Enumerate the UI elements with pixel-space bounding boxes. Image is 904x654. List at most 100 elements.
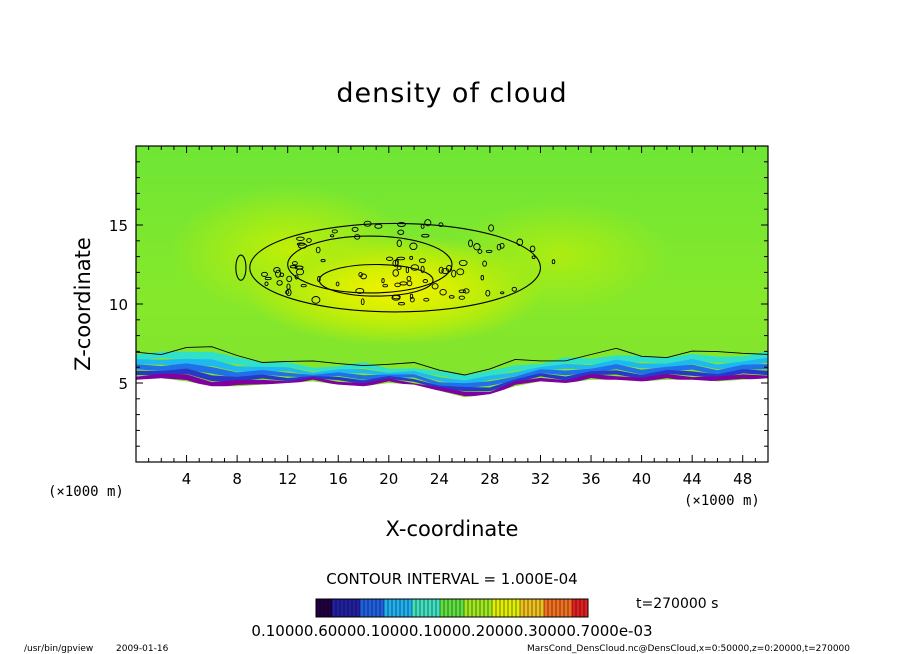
colorbar-cell bbox=[580, 599, 584, 617]
contour-loop bbox=[485, 249, 493, 253]
contour-loop bbox=[458, 259, 468, 267]
colorbar-cell bbox=[460, 599, 464, 617]
x-tick-label: 12 bbox=[278, 470, 297, 488]
contour-loop bbox=[392, 269, 399, 277]
y-tick-label: 5 bbox=[118, 375, 128, 393]
core-contour bbox=[287, 235, 453, 294]
contour-loop bbox=[421, 233, 430, 238]
contour-loop bbox=[410, 264, 420, 271]
colorbar-cell bbox=[552, 599, 556, 617]
contour-loop bbox=[482, 260, 487, 267]
colorbar-cell bbox=[420, 599, 424, 617]
colorbar-cell bbox=[408, 599, 412, 617]
contour-loop bbox=[473, 243, 481, 251]
colorbar-cell bbox=[456, 599, 460, 617]
colorbar-cell bbox=[404, 599, 408, 617]
contour-interval-label: CONTOUR INTERVAL = 1.000E-04 bbox=[326, 570, 577, 588]
contour-loop bbox=[480, 275, 485, 281]
contour-loop bbox=[397, 222, 406, 227]
contour-loop bbox=[300, 283, 307, 288]
contour-loop bbox=[529, 245, 536, 253]
contour-loop bbox=[363, 220, 372, 227]
colorbar-cell bbox=[340, 599, 344, 617]
colorbar-cell bbox=[484, 599, 488, 617]
contour-loop bbox=[273, 267, 281, 274]
time-label: t=270000 s bbox=[636, 596, 718, 612]
contour-loop bbox=[458, 289, 466, 294]
colorbar-cell bbox=[504, 599, 508, 617]
contour-loop bbox=[405, 266, 410, 274]
colorbar-cell bbox=[436, 599, 440, 617]
colorbar-cell bbox=[544, 599, 548, 617]
colorbar-cell bbox=[376, 599, 380, 617]
colorbar-cell bbox=[512, 599, 516, 617]
contour-loop bbox=[279, 272, 285, 277]
contour-loop bbox=[438, 266, 444, 274]
cloud-base-band bbox=[136, 368, 768, 392]
footer-program: /usr/bin/gpview bbox=[24, 644, 93, 654]
colorbar-cell bbox=[560, 599, 564, 617]
x-tick-label: 28 bbox=[480, 470, 499, 488]
contour-loop bbox=[409, 255, 414, 260]
contour-loop bbox=[500, 291, 505, 295]
contour-loop bbox=[551, 259, 556, 265]
cloud-base-band bbox=[136, 357, 768, 386]
colorbar-cell bbox=[492, 599, 496, 617]
contour-loop bbox=[286, 275, 293, 283]
contour-loop bbox=[381, 278, 385, 284]
contour-loop bbox=[409, 293, 414, 300]
x-tick-label: 40 bbox=[632, 470, 651, 488]
colorbar-cell bbox=[352, 599, 356, 617]
x-tick-label: 4 bbox=[182, 470, 192, 488]
cloud-base-contour bbox=[136, 346, 768, 376]
contour-loop bbox=[531, 255, 536, 260]
contour-loop bbox=[392, 259, 399, 267]
colorbar-cell bbox=[428, 599, 432, 617]
contour-loop bbox=[424, 219, 432, 227]
chart-title: density of cloud bbox=[336, 78, 567, 109]
colorbar-cell bbox=[444, 599, 448, 617]
contour-loop bbox=[296, 236, 305, 241]
contour-loop bbox=[418, 258, 426, 264]
colorbar-cell bbox=[528, 599, 532, 617]
contour-loop bbox=[396, 265, 402, 270]
contour-loop bbox=[317, 276, 321, 282]
y-unit-label: (×1000 m) bbox=[684, 493, 760, 509]
colorbar bbox=[315, 599, 588, 617]
colorbar-cell bbox=[448, 599, 452, 617]
contour-loop bbox=[382, 284, 389, 288]
colorbar-cell bbox=[488, 599, 492, 617]
contour-loop bbox=[360, 298, 365, 306]
contour-loop bbox=[329, 234, 335, 238]
colorbar-cell bbox=[372, 599, 376, 617]
colorbar-cell bbox=[496, 599, 500, 617]
contour-loop bbox=[496, 243, 502, 251]
colorbar-cell bbox=[476, 599, 480, 617]
x-tick-label: 48 bbox=[733, 470, 752, 488]
x-tick-label: 8 bbox=[232, 470, 242, 488]
colorbar-cell bbox=[500, 599, 504, 617]
core-contour bbox=[249, 222, 542, 313]
x-tick-label: 16 bbox=[329, 470, 348, 488]
contour-loop bbox=[420, 265, 425, 274]
contour-loop bbox=[289, 265, 298, 269]
contour-loop bbox=[286, 288, 292, 297]
colorbar-cell bbox=[348, 599, 352, 617]
contour-loop bbox=[422, 279, 428, 284]
x-tick-label: 20 bbox=[379, 470, 398, 488]
contour-loop bbox=[385, 256, 394, 261]
contour-loop bbox=[409, 242, 418, 251]
contour-loop bbox=[516, 238, 524, 247]
core-contour bbox=[235, 254, 247, 281]
contour-loop bbox=[397, 229, 405, 235]
contour-loop bbox=[306, 238, 312, 243]
contour-loop bbox=[511, 286, 517, 292]
colorbar-cell bbox=[524, 599, 528, 617]
x-axis-label: X-coordinate bbox=[386, 517, 519, 541]
cloud-base-bands bbox=[136, 351, 768, 462]
contour-loop bbox=[311, 296, 321, 304]
contour-loop bbox=[354, 234, 361, 240]
colorbar-cell bbox=[516, 599, 520, 617]
contour-loop bbox=[261, 271, 268, 277]
